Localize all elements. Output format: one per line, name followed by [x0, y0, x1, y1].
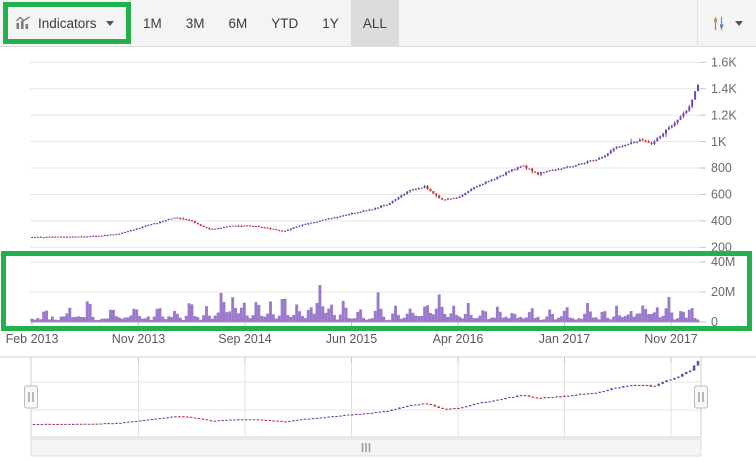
svg-text:1.4K: 1.4K	[711, 82, 737, 96]
chevron-down-icon	[735, 21, 743, 26]
period-button-1m[interactable]: 1M	[131, 0, 174, 46]
range-navigator[interactable]	[0, 355, 756, 462]
navigator-scrollbar[interactable]	[31, 439, 701, 456]
svg-text:Jun 2015: Jun 2015	[326, 332, 377, 346]
svg-text:800: 800	[711, 161, 732, 175]
period-button-6m[interactable]: 6M	[217, 0, 260, 46]
period-button-1y[interactable]: 1Y	[310, 0, 351, 46]
indicators-chart-icon	[15, 16, 31, 30]
svg-text:400: 400	[711, 214, 732, 228]
svg-text:20M: 20M	[711, 285, 735, 299]
chevron-down-icon	[106, 21, 114, 26]
period-button-3m[interactable]: 3M	[174, 0, 217, 46]
svg-text:200: 200	[711, 241, 732, 255]
main-chart[interactable]: 1.6K 1.4K 1.2K 1K 800 600 400 20040M 20M 0 Feb 201…	[0, 47, 756, 353]
svg-text:40M: 40M	[711, 255, 735, 269]
chart-settings-button[interactable]	[698, 0, 756, 46]
indicators-label: Indicators	[38, 16, 97, 31]
svg-text:600: 600	[711, 188, 732, 202]
svg-text:Apr 2016: Apr 2016	[433, 332, 484, 346]
svg-text:0: 0	[711, 315, 718, 329]
period-button-all[interactable]: ALL	[351, 0, 399, 46]
svg-text:Nov 2013: Nov 2013	[112, 332, 166, 346]
indicators-dropdown-button[interactable]: Indicators	[0, 0, 131, 46]
navigator-right-handle[interactable]	[695, 386, 708, 408]
toolbar: Indicators 1M3M6MYTD1YALL	[0, 0, 756, 47]
svg-text:1.6K: 1.6K	[711, 56, 737, 70]
svg-text:Sep 2014: Sep 2014	[218, 332, 272, 346]
svg-text:Jan 2017: Jan 2017	[539, 332, 590, 346]
svg-text:1.2K: 1.2K	[711, 108, 737, 122]
navigator-left-handle[interactable]	[25, 386, 38, 408]
sliders-icon	[711, 16, 726, 31]
stock-chart-app: Indicators 1M3M6MYTD1YALL 1.6K 1.4K 1.2K 1K…	[0, 0, 756, 462]
svg-text:1K: 1K	[711, 135, 727, 149]
svg-text:Nov 2017: Nov 2017	[644, 332, 698, 346]
toolbar-spacer	[399, 0, 697, 46]
period-button-ytd[interactable]: YTD	[259, 0, 310, 46]
period-buttons: 1M3M6MYTD1YALL	[131, 0, 399, 46]
svg-text:Feb 2013: Feb 2013	[6, 332, 59, 346]
